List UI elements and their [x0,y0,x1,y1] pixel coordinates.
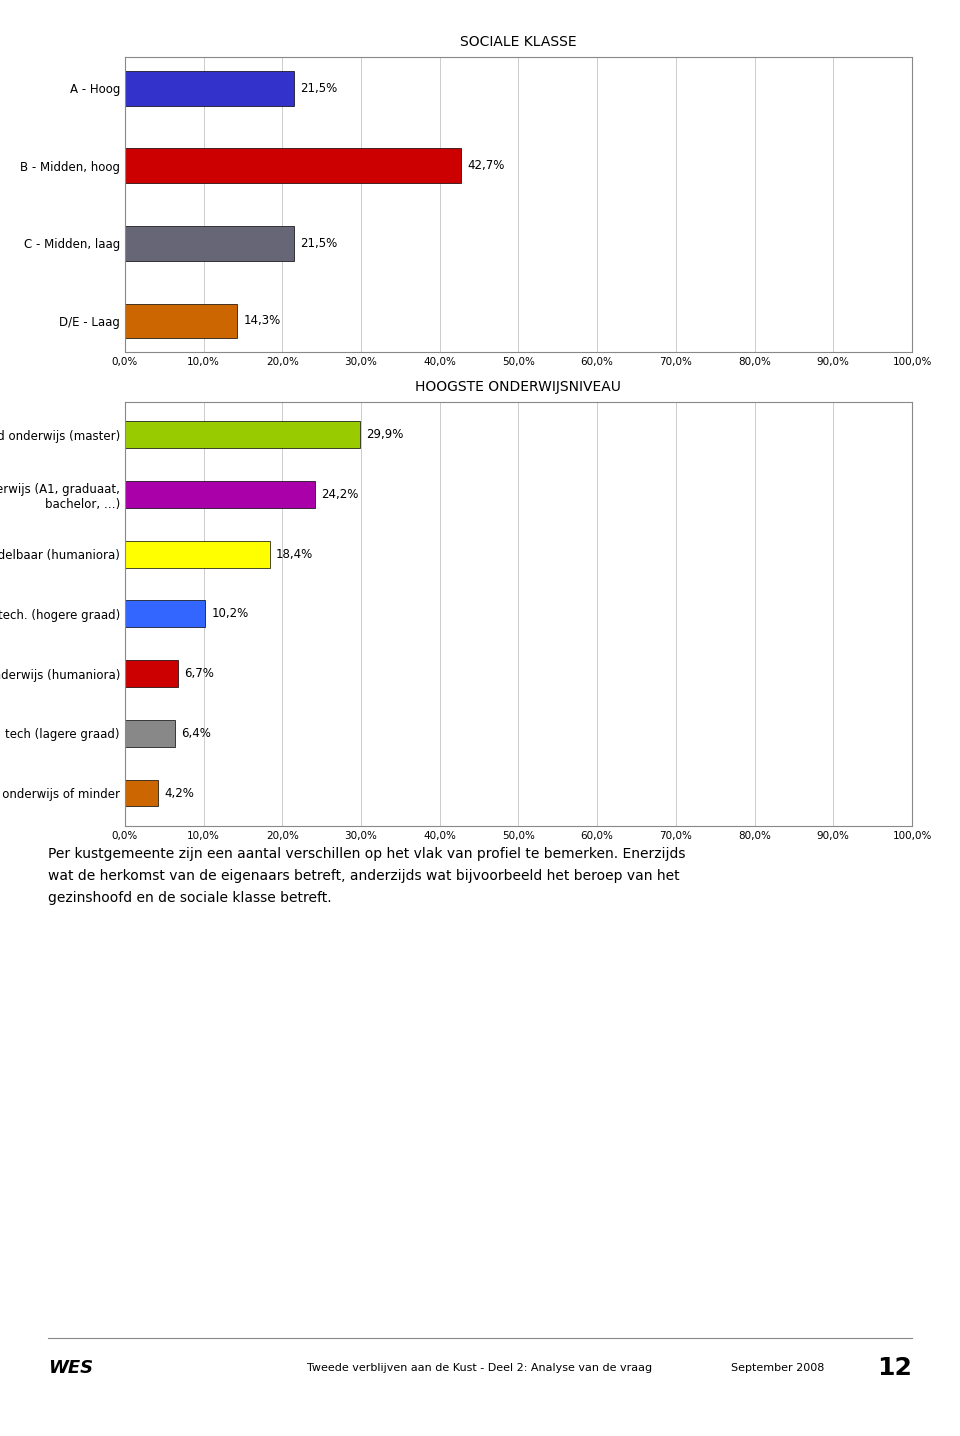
Text: 10,2%: 10,2% [211,607,249,620]
Bar [125,70,294,106]
Bar [125,780,157,807]
Text: 6,7%: 6,7% [184,668,214,681]
Text: September 2008: September 2008 [731,1363,824,1373]
Text: 24,2%: 24,2% [322,488,359,501]
Text: Tweede verblijven aan de Kust - Deel 2: Analyse van de vraag: Tweede verblijven aan de Kust - Deel 2: … [307,1363,653,1373]
Text: 29,9%: 29,9% [367,428,404,441]
Bar [125,600,205,628]
Bar [125,421,360,448]
Text: 21,5%: 21,5% [300,237,338,250]
Text: 18,4%: 18,4% [276,547,313,560]
Bar [125,541,270,567]
Bar [125,225,294,261]
Bar [125,719,175,747]
Bar [125,148,461,184]
Text: 42,7%: 42,7% [468,159,505,172]
Title: HOOGSTE ONDERWIJSNIVEAU: HOOGSTE ONDERWIJSNIVEAU [416,381,621,393]
Bar [125,481,315,508]
Text: 14,3%: 14,3% [244,314,281,327]
Text: WES: WES [48,1358,93,1377]
Text: 21,5%: 21,5% [300,82,338,95]
Text: Per kustgemeente zijn een aantal verschillen op het vlak van profiel te bemerken: Per kustgemeente zijn een aantal verschi… [48,847,685,905]
Text: 4,2%: 4,2% [164,787,194,800]
Bar [125,303,237,339]
Title: SOCIALE KLASSE: SOCIALE KLASSE [460,36,577,49]
Text: 6,4%: 6,4% [181,727,211,740]
Bar [125,661,178,686]
Text: 12: 12 [877,1356,912,1380]
